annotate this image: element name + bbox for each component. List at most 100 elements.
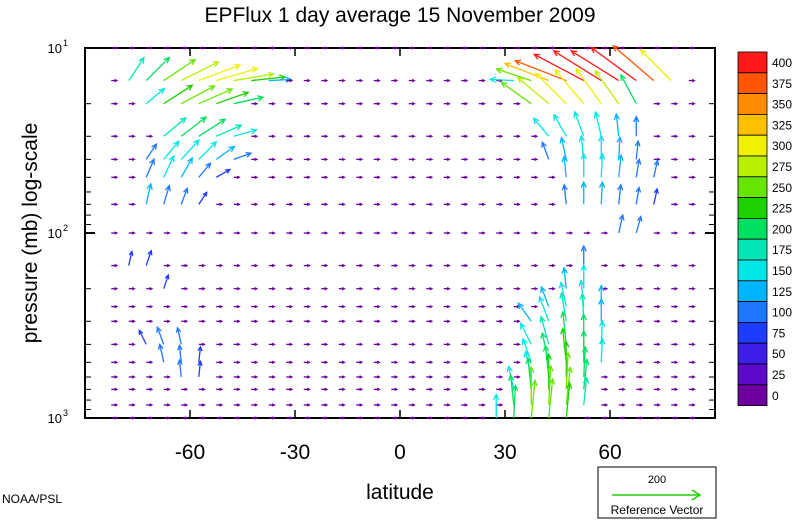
vector-head [184,287,189,291]
vector-shaft [590,46,637,82]
vector-head [545,352,552,360]
vector-head [324,175,329,179]
vector-head [691,202,696,207]
vector-head [582,376,590,384]
vector-head [534,263,539,268]
vector-shaft [180,85,215,105]
vector-arrow [286,287,294,291]
vector-arrow [618,342,626,347]
vector-shaft [198,118,226,137]
vector-arrow [552,50,602,82]
vector-shaft [233,96,264,105]
reference-vector-box: 200 Reference Vector [597,466,717,519]
vector-head [446,263,451,268]
vector-arrow [251,304,259,309]
vector-head [499,387,504,392]
vector-head [235,124,243,131]
vector-head [517,301,524,310]
vector-arrow [688,304,696,309]
vector-arrow [233,95,265,105]
vector-head [534,231,539,235]
vector-arrow [408,175,416,179]
vector-head [516,231,521,235]
vector-head [289,375,294,379]
vector-arrow [216,304,224,309]
vector-arrow [163,184,171,205]
vector-head [586,46,591,50]
vector-arrow [461,175,469,179]
vector-arrow [532,53,585,82]
vector-shaft [620,74,637,104]
vector-arrow [268,157,276,162]
vector-shaft [541,142,550,160]
vector-arrow [391,319,399,323]
vector-head [289,202,294,207]
vector-head [411,287,416,291]
vector-head [114,403,119,407]
vector-arrow [408,46,416,50]
vector-head [564,351,572,359]
vector-head [289,342,294,347]
vector-shaft [180,61,219,82]
vector-arrow [618,263,626,268]
vector-head [131,304,136,309]
vector-arrow [138,329,147,345]
vector-head [520,322,526,330]
vector-arrow [303,46,311,50]
vector-head [604,231,609,235]
vector-arrow [373,263,381,268]
vector-arrow [532,117,550,137]
vector-head [621,403,626,407]
vector-head [166,263,171,268]
vector-head [359,157,364,162]
vector-head [541,140,547,148]
vector-arrow [636,403,644,407]
vector-head [271,416,276,420]
vector-head [236,202,241,207]
vector-head [580,312,587,321]
vector-field [111,44,696,420]
vector-arrow [268,134,276,138]
vector-head [254,46,259,50]
vector-arrow [496,287,504,291]
vector-head [131,287,136,291]
vector-arrow [426,46,434,50]
vector-head [376,304,381,309]
vector-head [464,102,469,106]
vector-arrow [461,134,469,138]
vector-arrow [461,319,469,323]
vector-head [656,263,661,268]
vector-head [516,76,524,84]
vector-head [429,319,434,323]
vector-arrow [128,416,136,420]
vector-arrow [233,287,241,291]
vector-head [613,112,621,121]
vector-head [394,387,399,392]
vector-head [534,175,539,179]
vector-arrow [618,319,626,323]
vector-arrow [303,416,311,420]
vector-head [324,134,329,138]
vector-arrow [443,202,451,207]
vector-arrow [636,387,644,392]
vector-head [604,416,609,420]
vector-arrow [251,175,259,179]
colorbar-label: 150 [772,264,792,278]
vector-arrow [198,162,212,178]
vector-head [376,263,381,268]
vector-shaft [180,139,200,160]
vector-head [580,180,587,188]
vector-arrow [198,118,227,137]
vector-arrow [175,326,182,345]
y-tick-exponent: 3 [63,408,68,418]
vector-arrow [128,387,136,392]
vector-head [201,416,206,420]
vector-head [481,375,486,379]
vector-arrow [268,342,276,347]
vector-head [151,142,158,150]
vector-arrow [461,102,469,106]
vector-head [184,319,189,323]
vector-arrow [111,231,119,235]
vector-head [376,231,381,235]
vector-head [254,375,259,379]
